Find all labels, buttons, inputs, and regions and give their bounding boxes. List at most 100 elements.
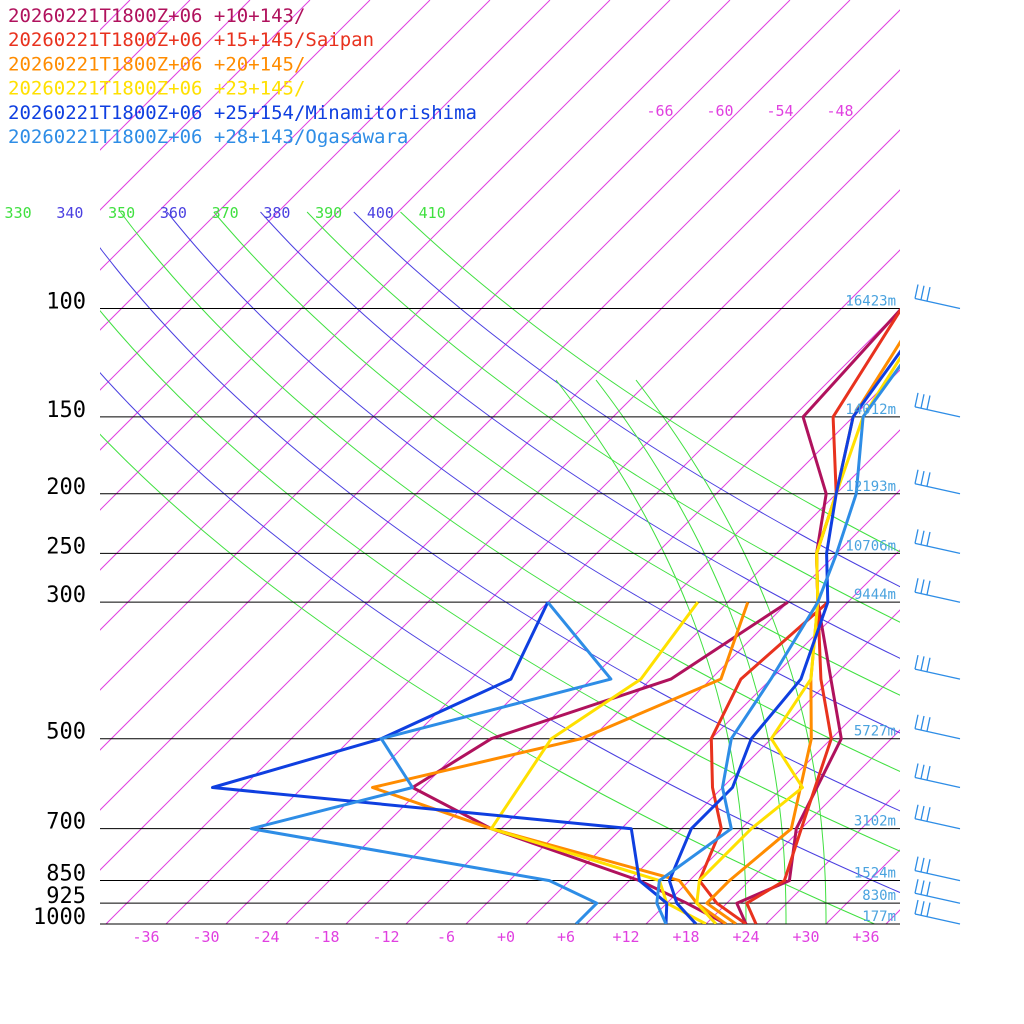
- upper-temperature-label: -66: [646, 102, 673, 120]
- legend-entry: 20260221T1800Z+06 +10+143/: [8, 5, 305, 27]
- height-label: 10706m: [845, 538, 896, 554]
- wind-barb: [914, 469, 961, 495]
- temperature-tick-label: +36: [852, 928, 879, 946]
- theta-line: [400, 211, 900, 553]
- isotherm-line: [645, 669, 900, 924]
- wind-barb-flag: [926, 717, 931, 732]
- legend-entry: 20260221T1800Z+06 +25+154/Minamitorishim…: [8, 102, 477, 124]
- wind-barb-flag: [920, 880, 925, 895]
- isotherm-line: [100, 0, 491, 391]
- temperature-tick-label: +30: [792, 928, 819, 946]
- theta-label: 350: [108, 204, 135, 222]
- theta-label: 390: [315, 204, 342, 222]
- height-label: 9444m: [854, 587, 896, 603]
- wind-barb-staff: [914, 406, 961, 418]
- pressure-label: 850: [46, 862, 86, 887]
- theta-label: 330: [5, 204, 32, 222]
- wind-barb-staff: [914, 913, 961, 925]
- isotherm-line: [165, 189, 900, 924]
- isotherm-line: [345, 369, 900, 924]
- theta-label: 370: [212, 204, 239, 222]
- wind-barb-flag: [920, 857, 925, 873]
- height-label: 14012m: [845, 402, 896, 418]
- wind-barb-staff: [914, 591, 961, 603]
- temperature-tick-label: -12: [372, 928, 399, 946]
- pressure-label: 1000: [33, 905, 86, 930]
- isotherm-line: [100, 69, 900, 871]
- wind-barb-flag: [920, 805, 925, 821]
- pressure-label: 300: [46, 583, 86, 608]
- wind-barb-flag: [914, 469, 919, 484]
- isotherm-line: [525, 549, 900, 924]
- wind-barb-flag: [914, 763, 919, 778]
- pressure-label: 100: [46, 290, 86, 315]
- isotherm-line: [100, 0, 791, 691]
- wind-barb-staff: [914, 542, 961, 555]
- isotherm-line: [105, 129, 900, 924]
- moist-adiabat-line: [595, 379, 787, 924]
- height-label: 12193m: [845, 479, 896, 495]
- temperature-tick-label: -6: [437, 928, 455, 946]
- temperature-tick-label: +0: [497, 928, 515, 946]
- wind-barb-flag: [914, 284, 919, 299]
- wind-barb-staff: [914, 728, 961, 740]
- wind-barb-flag: [926, 807, 931, 822]
- temperature-tick-label: -36: [132, 928, 159, 946]
- wind-barb-flag: [920, 764, 925, 779]
- wind-barb: [914, 578, 961, 603]
- temperature-tick-label: +12: [612, 928, 639, 946]
- wind-barb-staff: [914, 483, 961, 495]
- wind-barb-staff: [914, 892, 961, 904]
- temperature-tick-label: +24: [732, 928, 759, 946]
- pressure-label: 200: [46, 475, 86, 500]
- wind-barb-flag: [926, 902, 931, 917]
- pressure-label: 250: [46, 534, 86, 559]
- theta-line: [166, 211, 900, 734]
- pressure-label: 150: [46, 398, 86, 423]
- wind-barb-flag: [914, 392, 919, 408]
- isotherm-line: [100, 0, 731, 631]
- wind-barb: [914, 392, 961, 418]
- isotherm-line: [100, 0, 371, 271]
- isotherm-line: [705, 729, 900, 924]
- temperature-tick-label: +18: [672, 928, 699, 946]
- height-label: 177m: [862, 909, 896, 925]
- wind-barb-flag: [920, 656, 925, 671]
- theta-label: 340: [56, 204, 83, 222]
- wind-barb: [914, 284, 961, 310]
- wind-barb-flag: [914, 654, 919, 670]
- pressure-label: 500: [46, 720, 86, 745]
- upper-temperature-label: -60: [706, 102, 733, 120]
- temperature-trace: [655, 363, 900, 924]
- dewpoint-trace: [249, 601, 613, 924]
- legend-entry: 20260221T1800Z+06 +15+145/Saipan: [8, 29, 374, 51]
- wind-barb-flag: [926, 765, 931, 781]
- wind-barb-flag: [926, 580, 931, 595]
- wind-barb-flag: [926, 859, 931, 874]
- isotherm-line: [465, 489, 900, 924]
- theta-line: [120, 211, 900, 772]
- isotherm-line: [100, 0, 311, 211]
- isotherm-line: [100, 0, 671, 571]
- theta-line: [100, 247, 900, 812]
- height-label: 830m: [862, 888, 896, 904]
- wind-barb-flag: [914, 578, 919, 593]
- temperature-tick-label: -30: [192, 928, 219, 946]
- isotherm-line: [405, 429, 900, 924]
- height-label: 1524m: [854, 866, 896, 882]
- wind-barb-flag: [920, 579, 925, 594]
- isotherm-line: [100, 0, 551, 451]
- theta-label: 360: [160, 204, 187, 222]
- wind-barb-flag: [914, 804, 919, 819]
- theta-line: [100, 309, 900, 852]
- dewpoint-trace: [211, 601, 669, 924]
- wind-barb-flag: [920, 715, 925, 731]
- wind-barb-flag: [920, 470, 925, 486]
- temperature-tick-label: +6: [557, 928, 575, 946]
- temperature-tick-label: -18: [312, 928, 339, 946]
- isotherm-line: [885, 909, 900, 924]
- dewpoint-trace: [411, 600, 789, 924]
- theta-label: 380: [263, 204, 290, 222]
- isotherm-line: [100, 0, 431, 331]
- wind-barb: [914, 879, 961, 904]
